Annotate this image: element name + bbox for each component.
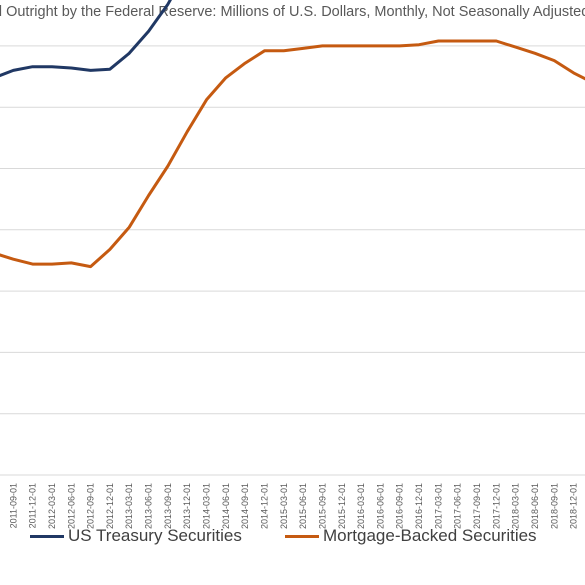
- x-tick-label: 2018-12-01: [569, 483, 579, 529]
- legend-swatch-treasury: [30, 534, 64, 538]
- x-tick-label: 2013-06-01: [144, 483, 154, 529]
- x-tick-label: 2017-03-01: [433, 483, 443, 529]
- x-tick-label: 2017-12-01: [491, 483, 501, 529]
- x-tick-label: 2018-09-01: [549, 483, 559, 529]
- x-tick-label: 2017-09-01: [472, 483, 482, 529]
- x-tick-label: 2017-06-01: [453, 483, 463, 529]
- x-tick-label: 2015-03-01: [279, 483, 289, 529]
- x-tick-label: 2014-12-01: [259, 483, 269, 529]
- x-tick-label: 2013-03-01: [124, 483, 134, 529]
- x-tick-label: 2015-12-01: [337, 483, 347, 529]
- legend-item-mbs: Mortgage-Backed Securities: [285, 525, 537, 547]
- chart-title: d Outright by the Federal Reserve: Milli…: [0, 4, 585, 20]
- legend-item-treasury: US Treasury Securities: [30, 525, 242, 547]
- x-tick-label: 2016-09-01: [395, 483, 405, 529]
- x-tick-label: 2011-09-01: [8, 483, 18, 528]
- x-tick-label: 2014-06-01: [221, 483, 231, 529]
- x-tick-label: 2013-09-01: [163, 483, 173, 529]
- x-tick-label: 2018-06-01: [530, 483, 540, 529]
- x-tick-label: 2013-12-01: [182, 483, 192, 529]
- x-tick-label: 2015-09-01: [317, 483, 327, 529]
- x-tick-label: 2012-06-01: [66, 483, 76, 529]
- x-tick-label: 2011-12-01: [28, 483, 38, 528]
- legend-label-treasury: US Treasury Securities: [68, 526, 242, 545]
- x-tick-label: 2015-06-01: [298, 483, 308, 529]
- legend-label-mbs: Mortgage-Backed Securities: [323, 526, 537, 545]
- series-line-treasury: [0, 0, 172, 78]
- x-tick-label: 2012-09-01: [86, 483, 96, 529]
- x-tick-label: 2012-03-01: [47, 483, 57, 529]
- series-lines: [0, 0, 585, 269]
- x-tick-label: 2016-06-01: [375, 483, 385, 529]
- gridlines: [0, 45, 585, 476]
- x-tick-label: 2014-03-01: [202, 483, 212, 529]
- x-tick-label: 2014-09-01: [240, 483, 250, 529]
- x-tick-label: 2012-12-01: [105, 483, 115, 529]
- x-tick-label: 2018-03-01: [511, 483, 521, 529]
- x-tick-label: 2016-12-01: [414, 483, 424, 529]
- legend-swatch-mbs: [285, 534, 319, 538]
- x-tick-label: 2016-03-01: [356, 483, 366, 529]
- x-axis-tick-labels: 2011-06-012011-09-012011-12-012012-03-01…: [8, 483, 579, 529]
- series-line-mbs: [0, 39, 585, 269]
